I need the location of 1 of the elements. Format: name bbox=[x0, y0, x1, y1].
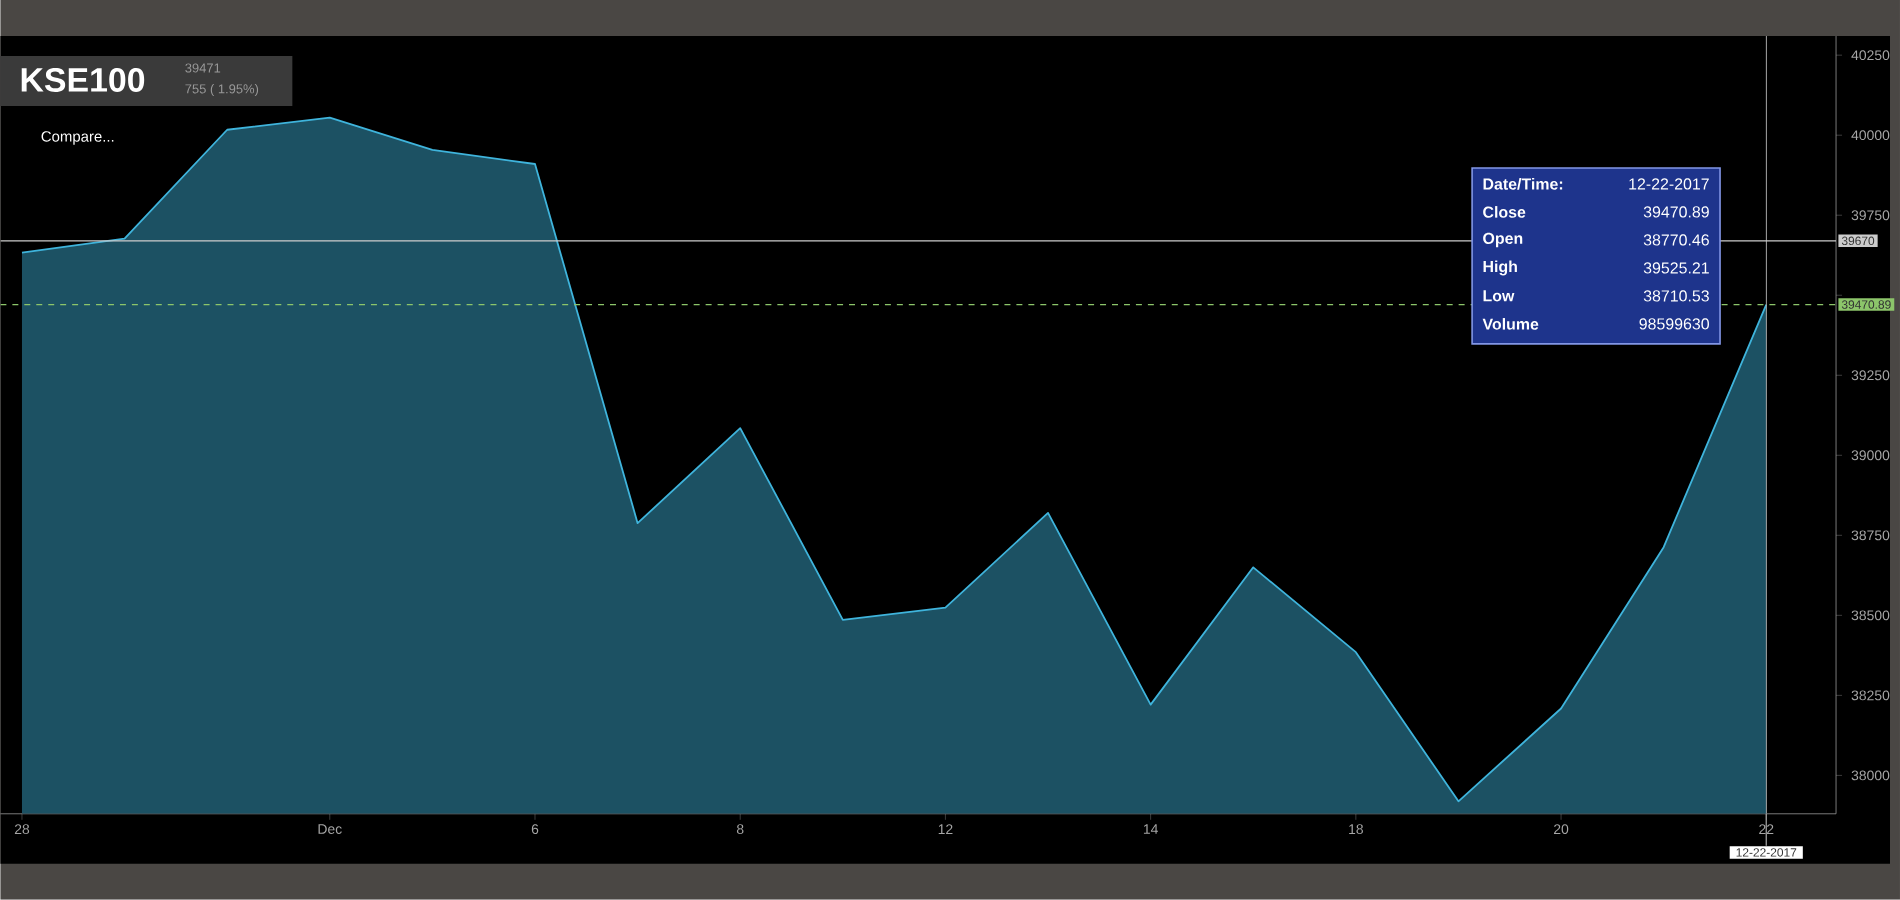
text: KSE100 bbox=[21, 68, 145, 93]
